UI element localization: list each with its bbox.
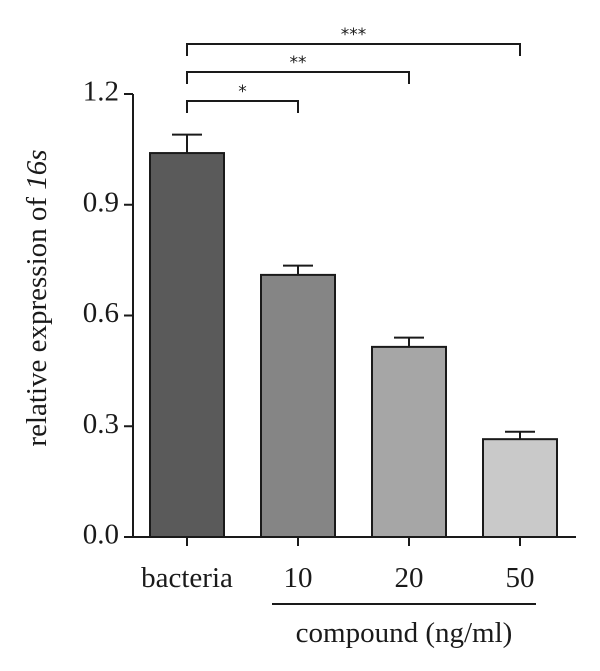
significance-label-1: ** xyxy=(290,53,307,73)
x-tick-label-0: bacteria xyxy=(141,562,233,594)
bars: bacteria 10 20 50 xyxy=(141,133,558,605)
x-group-label: compound (ng/ml) xyxy=(296,617,513,649)
significance-bracket-0 xyxy=(186,100,299,113)
significance-bracket-1 xyxy=(186,71,410,84)
significance-label-0: * xyxy=(238,82,247,102)
axes: 0.0 0.3 0.6 0.9 1.2 xyxy=(83,76,576,551)
y-tick-label-3: 0.9 xyxy=(83,186,119,218)
y-tick-label-4: 1.2 xyxy=(83,76,119,108)
y-axis-title: relative expression of 16s xyxy=(21,149,53,446)
y-tick-label-1: 0.3 xyxy=(83,408,119,440)
bar-3 xyxy=(482,438,558,539)
x-tick-label-2: 20 xyxy=(395,562,424,594)
bar-2 xyxy=(371,345,447,539)
x-tick-label-1: 10 xyxy=(284,562,313,594)
x-tick-label-3: 50 xyxy=(506,562,535,594)
bar-0 xyxy=(149,152,225,538)
labels: relative expression of 16s compound (ng/… xyxy=(21,149,512,649)
y-tick-label-2: 0.6 xyxy=(83,297,119,329)
bar-1 xyxy=(260,273,336,538)
significance-label-2: *** xyxy=(341,25,367,45)
significance-bracket-2 xyxy=(186,43,521,56)
y-tick-label-0: 0.0 xyxy=(83,519,119,551)
significance-brackets: ****** xyxy=(186,25,521,113)
